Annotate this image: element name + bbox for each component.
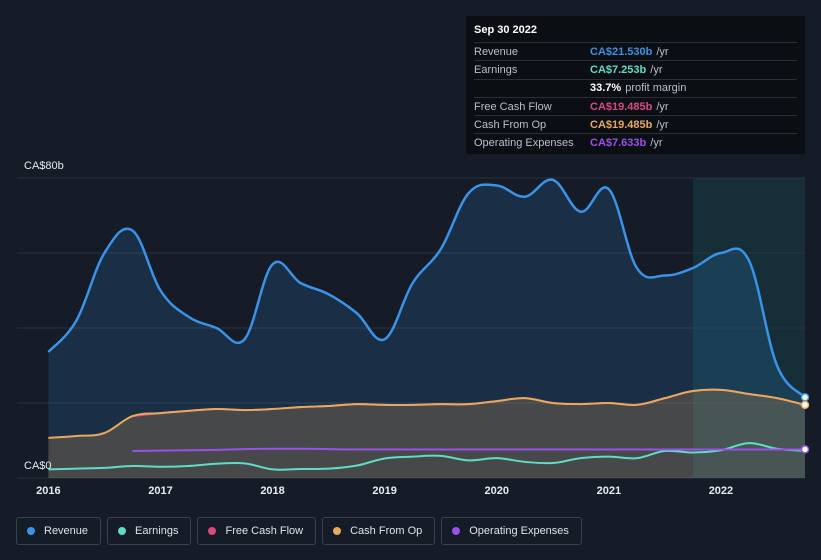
series-line [48, 388, 806, 439]
tooltip-label: Operating Expenses [474, 137, 574, 150]
tooltip-label: Revenue [474, 45, 519, 58]
tooltip-value: CA$19.485b [590, 118, 653, 131]
chart: CA$0 CA$80b 2016 2017 2018 2019 2020 2021 2022 [17, 160, 810, 497]
x-tick-label: 2021 [597, 485, 621, 497]
tooltip-value: CA$7.633b [590, 137, 647, 150]
legend-swatch [208, 527, 217, 535]
legend: Revenue Earnings Free Cash Flow Cash From O… [16, 517, 582, 545]
series-line [132, 447, 806, 452]
tooltip-row: Free Cash Flow CA$19.485b/yr [474, 96, 797, 115]
tooltip-label: Earnings [474, 63, 518, 76]
tooltip-unit: /yr [656, 118, 669, 131]
end-marker [800, 400, 810, 410]
x-tick-label: 2017 [148, 485, 172, 497]
x-tick-label: 2019 [372, 485, 396, 497]
tooltip-row: Earnings CA$7.253b/yr [474, 60, 797, 78]
tooltip-unit: /yr [656, 45, 669, 58]
tooltip-value: CA$7.253b [590, 63, 647, 76]
tooltip-unit: profit margin [625, 82, 687, 95]
legend-label: Operating Expenses [469, 525, 569, 537]
legend-item[interactable]: Earnings [107, 517, 192, 545]
legend-item[interactable]: Free Cash Flow [197, 517, 317, 545]
tooltip-unit: /yr [650, 137, 663, 150]
tooltip: Sep 30 2022 Revenue CA$21.530b/yr Earnings… [466, 16, 805, 154]
legend-swatch [333, 527, 342, 535]
tooltip-row: Cash From Op CA$19.485b/yr [474, 115, 797, 133]
end-marker [800, 445, 810, 454]
tooltip-date: Sep 30 2022 [474, 24, 537, 36]
tooltip-label: Cash From Op [474, 118, 547, 131]
legend-label: Free Cash Flow [225, 525, 304, 537]
tooltip-row: Revenue CA$21.530b/yr [474, 42, 797, 60]
legend-item[interactable]: Cash From Op [322, 517, 436, 545]
area-fill [48, 389, 805, 478]
legend-item[interactable]: Operating Expenses [441, 517, 582, 545]
y-tick-label: CA$80b [24, 160, 64, 172]
tooltip-unit: /yr [650, 63, 663, 76]
tooltip-label: Free Cash Flow [474, 100, 552, 113]
end-marker [800, 393, 810, 402]
legend-swatch [27, 527, 35, 535]
x-tick-label: 2022 [709, 485, 733, 497]
tooltip-value: CA$21.530b [590, 45, 653, 58]
legend-item[interactable]: Revenue [16, 517, 102, 545]
legend-swatch [452, 527, 461, 535]
series-line [47, 178, 806, 399]
legend-label: Earnings [135, 525, 179, 537]
tooltip-value: 33.7% [590, 82, 622, 95]
y-tick-label: CA$0 [24, 460, 52, 472]
x-tick-label: 2016 [36, 485, 60, 497]
legend-label: Cash From Op [350, 525, 423, 537]
tooltip-value: CA$19.485b [590, 100, 653, 113]
tooltip-unit: /yr [656, 100, 669, 113]
legend-label: Revenue [44, 525, 89, 537]
x-tick-label: 2020 [485, 485, 509, 497]
legend-swatch [118, 527, 127, 535]
series-line [48, 442, 806, 471]
x-tick-label: 2018 [260, 485, 284, 497]
tooltip-row: Operating Expenses CA$7.633b/yr [474, 133, 797, 151]
tooltip-row: 33.7% profit margin [474, 78, 797, 97]
